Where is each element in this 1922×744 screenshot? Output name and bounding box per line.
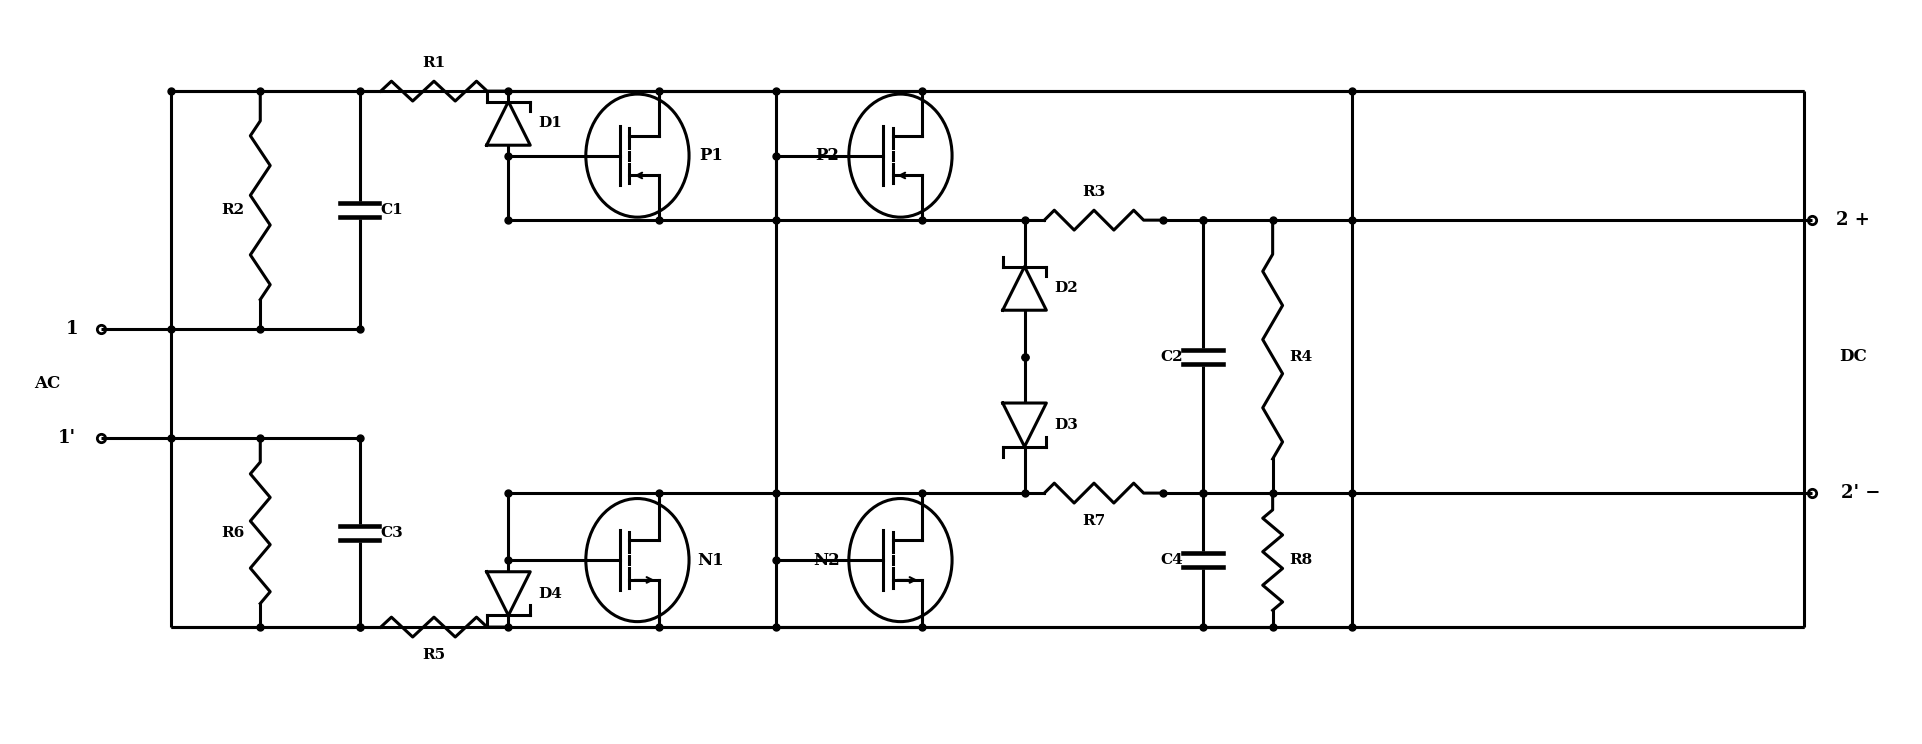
Text: R6: R6 — [221, 526, 244, 540]
Text: C3: C3 — [381, 526, 404, 540]
Text: 1': 1' — [58, 429, 75, 447]
Text: P1: P1 — [700, 147, 723, 164]
Text: 2' −: 2' − — [1841, 484, 1882, 502]
Text: N2: N2 — [813, 551, 840, 568]
Text: N1: N1 — [698, 551, 725, 568]
Text: P2: P2 — [815, 147, 840, 164]
Text: R3: R3 — [1082, 185, 1105, 199]
Text: C4: C4 — [1161, 553, 1182, 567]
Text: AC: AC — [35, 376, 60, 392]
Text: D3: D3 — [1055, 418, 1078, 432]
Text: 2 +: 2 + — [1836, 211, 1870, 229]
Text: R8: R8 — [1290, 553, 1313, 567]
Text: R2: R2 — [221, 203, 244, 217]
Text: DC: DC — [1839, 348, 1866, 365]
Text: D1: D1 — [538, 116, 561, 130]
Text: 1: 1 — [65, 321, 79, 339]
Text: R7: R7 — [1082, 514, 1105, 528]
Text: D4: D4 — [538, 586, 561, 600]
Text: R5: R5 — [423, 648, 446, 662]
Text: R4: R4 — [1290, 350, 1313, 364]
Text: C2: C2 — [1161, 350, 1182, 364]
Text: R1: R1 — [423, 57, 446, 71]
Text: D2: D2 — [1055, 281, 1078, 295]
Text: C1: C1 — [381, 203, 404, 217]
